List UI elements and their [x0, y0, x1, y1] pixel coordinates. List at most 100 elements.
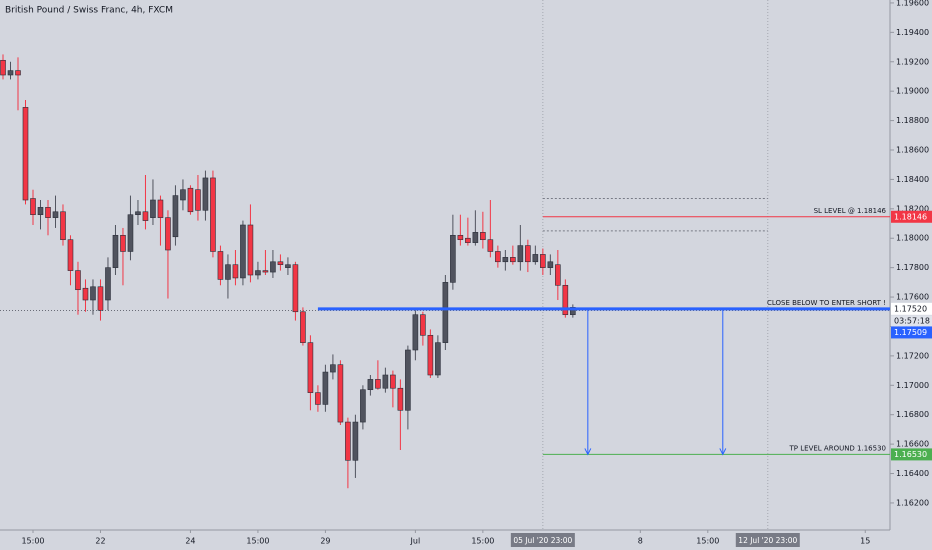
x-tick-label: 24 [185, 537, 195, 546]
candle-body [255, 270, 261, 276]
y-tick-label: 1.17800 [896, 263, 929, 272]
candle-body [315, 392, 321, 405]
candle-body [210, 177, 216, 252]
candle-body [240, 224, 246, 279]
candle-body [165, 217, 171, 251]
candle-body [135, 211, 141, 216]
x-tick-label: 15 [860, 537, 870, 546]
marker-label: 05 Jul '20 23:00 [513, 536, 572, 545]
y-tick-label: 1.19200 [896, 57, 929, 66]
candle-body [225, 264, 231, 280]
y-tick-label: 1.16800 [896, 410, 929, 419]
y-tick-label: 1.19600 [896, 0, 929, 7]
x-tick-label: 15:00 [21, 537, 44, 546]
candle-body [37, 207, 44, 216]
y-tick-label: 1.16600 [896, 440, 929, 449]
candle-body [90, 286, 96, 301]
last-price-box [891, 326, 932, 339]
y-tick-label: 1.18000 [896, 234, 929, 243]
x-tick-label: 15:00 [696, 537, 719, 546]
candle-body [142, 211, 149, 221]
price-box-label: 1.17520 [894, 304, 927, 313]
candle-body [540, 254, 546, 268]
candle-body [22, 107, 29, 201]
candle-body [435, 342, 441, 376]
candle-body [457, 234, 464, 241]
candle-body [277, 261, 284, 266]
price-box [891, 210, 932, 223]
chart-title: British Pound / Swiss Franc, 4h, FXCM [5, 6, 173, 16]
y-tick-label: 1.16400 [896, 469, 929, 478]
candle-body [292, 264, 299, 313]
candle-body [52, 211, 59, 218]
arrow-head [719, 448, 727, 456]
candle-body [195, 189, 201, 211]
candle-body [450, 234, 456, 283]
x-tick-label: Jul [410, 537, 421, 546]
candle-body [45, 207, 51, 218]
candle-body [420, 314, 426, 336]
candle-body [322, 371, 329, 405]
marker-label-bg [735, 533, 800, 547]
y-tick-label: 1.17200 [896, 351, 929, 360]
candle-body [427, 334, 434, 376]
last-price-label: 1.17509 [894, 328, 927, 337]
candle-body [547, 261, 554, 268]
candle-body [157, 199, 164, 218]
x-tick-label: 22 [95, 537, 105, 546]
candle-body [562, 284, 569, 316]
candle-body [30, 198, 36, 216]
candle-body [375, 379, 381, 389]
candle-body [412, 314, 419, 351]
candle-body [300, 311, 306, 343]
candle-body [465, 237, 471, 243]
countdown: 03:57:18 [894, 316, 930, 325]
candle-body [112, 234, 119, 268]
candle-body [352, 421, 359, 461]
y-tick-label: 1.17000 [896, 381, 929, 390]
candle-body [472, 232, 479, 243]
candle-body [345, 421, 351, 461]
candle-body [7, 70, 14, 76]
candle-body [180, 189, 186, 201]
candle-body [502, 257, 509, 263]
y-tick-label: 1.16200 [896, 498, 929, 507]
candle-body [285, 264, 291, 268]
marker-label-bg [510, 533, 575, 547]
candle-body [495, 251, 501, 263]
x-tick-label: 8 [638, 537, 643, 546]
candle-body [67, 239, 74, 271]
level-label: SL LEVEL @ 1.18146 [814, 207, 887, 215]
candle-body [442, 282, 449, 343]
y-tick-label: 1.18200 [896, 204, 929, 213]
candle-body [172, 195, 179, 238]
y-tick-label: 1.18400 [896, 175, 929, 184]
candle-body [75, 270, 81, 291]
candle-body [555, 264, 561, 286]
candle-body [0, 59, 6, 76]
candle-body [360, 389, 366, 423]
candle-body [60, 211, 66, 241]
candle-body [480, 232, 486, 241]
price-box-label: 1.18146 [894, 212, 927, 221]
candle-body [330, 364, 336, 373]
candle-body [232, 264, 239, 279]
y-tick-label: 1.19000 [896, 87, 929, 96]
candle-body [262, 270, 269, 273]
candle-body [97, 286, 104, 311]
marker-label: 12 Jul '20 23:00 [738, 536, 797, 545]
x-tick-label: 15:00 [246, 537, 269, 546]
candle-body [202, 177, 209, 211]
y-tick-label: 1.18600 [896, 146, 929, 155]
candle-body [127, 214, 134, 252]
candle-body [120, 234, 126, 252]
level-label: TP LEVEL AROUND 1.16530 [789, 444, 886, 452]
price-box-label: 1.16530 [894, 450, 927, 459]
candle-body [532, 254, 539, 263]
x-tick-label: 29 [320, 537, 330, 546]
candle-body [390, 374, 396, 389]
candle-body [187, 187, 194, 213]
arrow-head [584, 448, 592, 456]
